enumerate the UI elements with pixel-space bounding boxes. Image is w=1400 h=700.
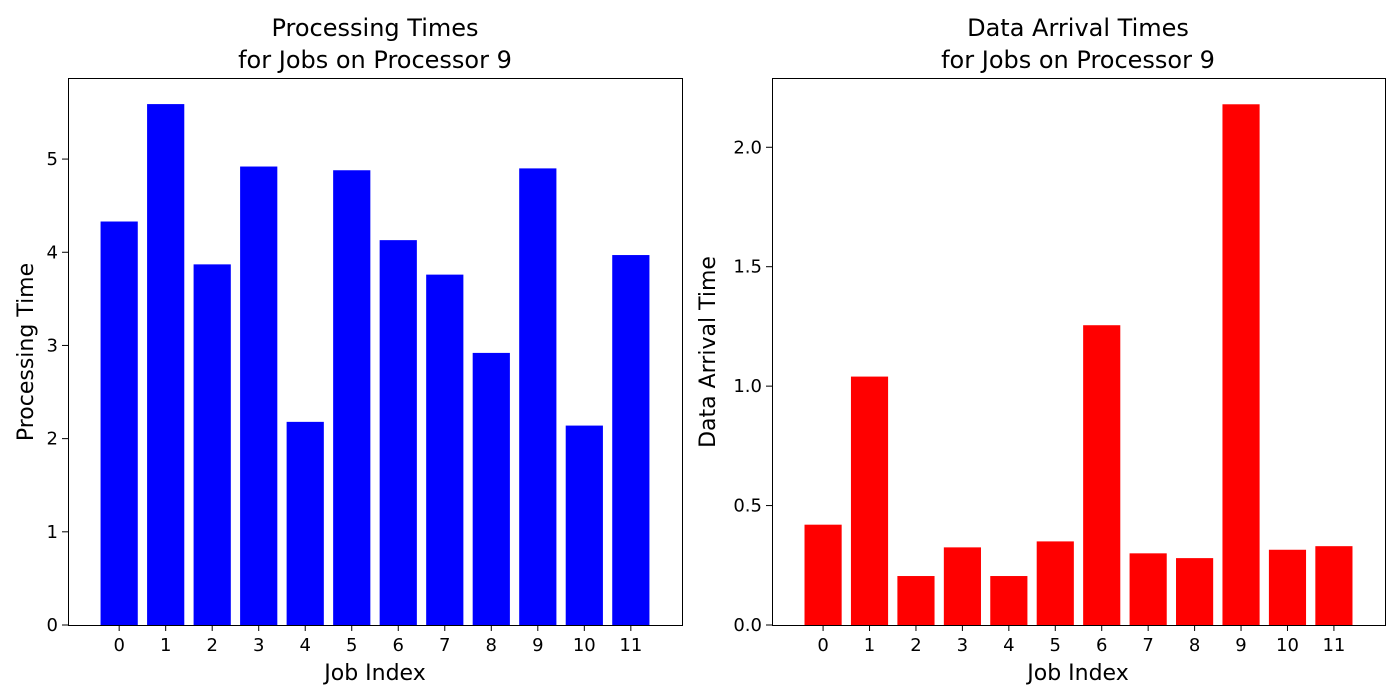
y-tick-label: 1 [47, 522, 58, 543]
x-axis-label: Job Index [1025, 661, 1128, 686]
x-tick-label: 8 [486, 635, 497, 656]
bar-3 [943, 547, 981, 625]
data-arrival-times-chart: Data Arrival Times for Jobs on Processor… [696, 14, 1386, 686]
plot-frame [772, 78, 1386, 626]
y-axis-label: Processing Time [14, 263, 39, 441]
bar-11 [1315, 546, 1353, 625]
bar-10 [565, 425, 603, 625]
processing-times-chart: Processing Times for Jobs on Processor 9… [14, 14, 683, 686]
x-ticks-group: 0 1 2 3 4 5 6 7 8 9 10 11 [817, 625, 1345, 656]
x-tick-label: 8 [1189, 635, 1200, 656]
y-ticks-group: 0 1 2 3 4 5 [47, 149, 68, 636]
y-tick-label: 0.0 [733, 615, 762, 636]
x-tick-label: 3 [957, 635, 968, 656]
x-tick-label: 7 [1142, 635, 1153, 656]
y-tick-label: 1.5 [733, 257, 762, 278]
x-tick-label: 0 [817, 635, 828, 656]
x-tick-label: 10 [573, 635, 596, 656]
y-tick-label: 2 [47, 429, 58, 450]
plot-frame [68, 78, 683, 626]
bar-4 [990, 576, 1028, 625]
x-tick-label: 6 [393, 635, 404, 656]
x-tick-label: 2 [910, 635, 921, 656]
bar-5 [1036, 541, 1074, 625]
x-tick-label: 9 [1235, 635, 1246, 656]
x-tick-label: 5 [346, 635, 357, 656]
x-tick-label: 11 [619, 635, 642, 656]
bar-0 [804, 524, 842, 625]
bar-2 [897, 576, 935, 625]
y-tick-label: 2.0 [733, 137, 762, 158]
x-tick-label: 0 [113, 635, 124, 656]
bars-group [100, 104, 650, 626]
x-tick-label: 11 [1322, 635, 1345, 656]
bar-11 [612, 255, 650, 626]
x-ticks-group: 0 1 2 3 4 5 6 7 8 9 10 11 [113, 625, 642, 656]
bar-8 [472, 352, 510, 625]
x-tick-label: 10 [1276, 635, 1299, 656]
y-tick-label: 3 [47, 335, 58, 356]
bar-5 [333, 170, 371, 625]
bar-9 [1222, 104, 1260, 625]
y-tick-label: 1.0 [733, 376, 762, 397]
bar-8 [1176, 558, 1214, 625]
bar-2 [193, 264, 231, 625]
bar-4 [286, 421, 324, 625]
x-tick-label: 1 [864, 635, 875, 656]
y-tick-label: 0.5 [733, 496, 762, 517]
x-tick-label: 4 [1003, 635, 1014, 656]
bar-7 [426, 274, 464, 625]
x-tick-label: 2 [206, 635, 217, 656]
x-axis-label: Job Index [322, 661, 425, 686]
x-tick-label: 7 [439, 635, 450, 656]
x-tick-label: 1 [160, 635, 171, 656]
y-tick-label: 4 [47, 242, 58, 263]
x-tick-label: 6 [1096, 635, 1107, 656]
bar-1 [147, 104, 185, 626]
chart-title-line-1: Data Arrival Times [967, 14, 1189, 42]
x-tick-label: 3 [253, 635, 264, 656]
y-tick-label: 0 [47, 615, 58, 636]
bar-6 [379, 240, 417, 625]
y-tick-label: 5 [47, 149, 58, 170]
bars-group [804, 104, 1353, 625]
y-ticks-group: 0.0 0.5 1.0 1.5 2.0 [733, 137, 772, 636]
chart-title-line-2: for Jobs on Processor 9 [941, 46, 1215, 74]
chart-title-line-2: for Jobs on Processor 9 [238, 46, 512, 74]
y-axis-label: Data Arrival Time [696, 256, 721, 448]
chart-title-line-1: Processing Times [271, 14, 478, 42]
bar-6 [1083, 325, 1121, 625]
x-tick-label: 9 [532, 635, 543, 656]
bar-9 [519, 168, 557, 625]
bar-7 [1129, 553, 1167, 625]
bar-10 [1268, 549, 1307, 625]
x-tick-label: 5 [1050, 635, 1061, 656]
bar-0 [100, 221, 138, 625]
bar-1 [850, 376, 889, 625]
x-tick-label: 4 [300, 635, 311, 656]
bar-3 [240, 166, 278, 625]
